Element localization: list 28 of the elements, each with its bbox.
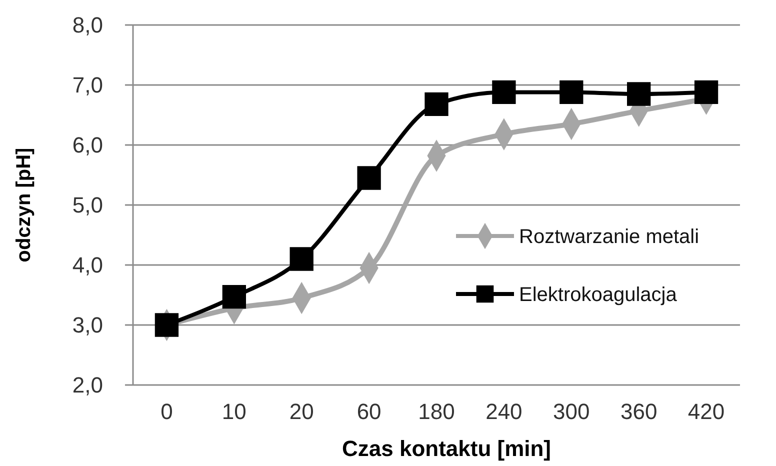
point <box>290 247 314 271</box>
x-tick-label: 240 <box>486 399 522 424</box>
x-tick-label: 420 <box>688 399 725 424</box>
y-tick-label: 5,0 <box>72 192 103 218</box>
y-tick-label: 3,0 <box>72 312 103 338</box>
y-tick-label: 6,0 <box>72 132 103 158</box>
y-tick-label: 2,0 <box>72 372 103 398</box>
legend-label: Elektrokoagulacja <box>519 284 678 306</box>
point <box>424 92 448 116</box>
y-tick-label: 7,0 <box>72 72 103 98</box>
x-tick-label: 0 <box>160 399 173 424</box>
x-tick-label: 10 <box>222 399 246 424</box>
x-tick-label: 300 <box>553 399 590 424</box>
x-tick-label: 180 <box>418 399 455 424</box>
point <box>357 166 381 190</box>
y-tick-label: 8,0 <box>72 12 103 38</box>
x-tick-label: 360 <box>620 399 658 424</box>
x-tick-label: 20 <box>289 399 314 424</box>
point <box>694 80 718 104</box>
x-tick-label: 60 <box>356 399 382 424</box>
point <box>560 80 584 104</box>
y-axis-title: odczyn [pH] <box>13 148 35 262</box>
point <box>627 82 651 106</box>
point <box>492 80 516 104</box>
y-tick-label: 4,0 <box>72 252 103 278</box>
point <box>222 284 246 309</box>
x-axis-title: Czas kontaktu [min] <box>342 436 552 461</box>
legend-label: Roztwarzanie metali <box>519 226 700 248</box>
